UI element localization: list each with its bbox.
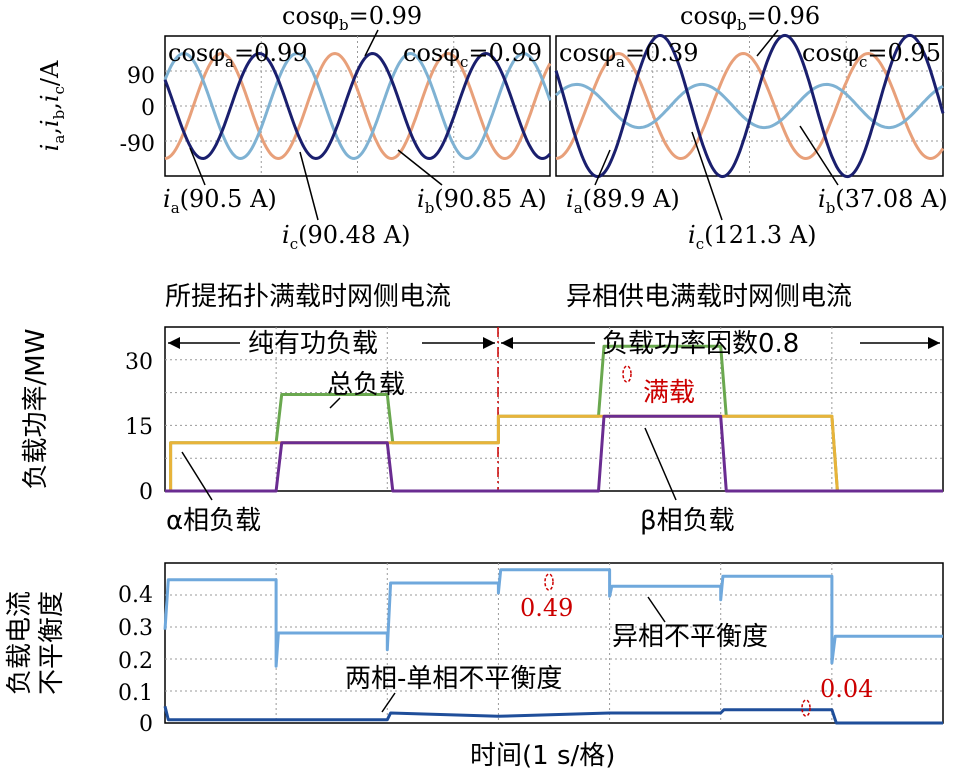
panel-current-heterophase: cosφb=0.96 cosφa=0.39 cosφc=0.95 ia(89.9… — [554, 2, 948, 312]
label-004: 0.04 — [820, 675, 873, 703]
upper-unbalance-pointer — [647, 596, 666, 623]
beta-load-label: β相负载 — [640, 506, 735, 536]
label-049: 0.49 — [520, 594, 573, 622]
panel-current-topology: ia,ib,ic/A 90 0 -90 cosφb=0.99 cosφa=0.9… — [36, 2, 552, 312]
grid-top-left — [165, 36, 550, 176]
series-middle — [165, 344, 943, 493]
ytick-mid-15: 15 — [125, 415, 153, 440]
svg-text:负载电流: 负载电流 — [5, 591, 35, 695]
svg-text:ia,ib,ic/A: ia,ib,ic/A — [36, 60, 68, 151]
cos-b-label-right: cosφb=0.96 — [680, 2, 820, 34]
region-right-label: 负载功率因数0.8 — [602, 329, 799, 359]
series-ia — [555, 51, 945, 161]
cos-b-label-left: cosφb=0.99 — [282, 2, 422, 34]
series-beta_load — [165, 414, 943, 493]
series-top-right — [554, 33, 945, 179]
ylabel-middle: 负载功率/MW — [21, 329, 51, 490]
panel-load-power: 负载功率/MW 30 15 0 纯有功负载 负载功率因数0.8 总负载 满载 α… — [21, 326, 944, 536]
ytick-top-90: 90 — [127, 64, 155, 89]
ia-label-left: ia(90.5 A) — [163, 185, 277, 217]
xlabel-bottom: 时间(1 s/格) — [470, 741, 615, 771]
ytick-bot-02: 0.2 — [118, 649, 153, 674]
ytick-top-0: 0 — [141, 96, 155, 121]
ytick-bot-0: 0 — [139, 712, 153, 737]
series-ib — [163, 51, 552, 161]
region-arrow-left — [168, 337, 495, 349]
cos-a-label-left: cosφa=0.99 — [168, 39, 308, 71]
ia-label-right: ia(89.9 A) — [566, 185, 680, 217]
grid-top-right — [556, 36, 943, 176]
marker-049 — [544, 573, 554, 591]
series-ic — [163, 51, 552, 161]
series-bottom — [163, 568, 943, 725]
ib-label-left: ib(90.85 A) — [417, 185, 547, 217]
ytick-bot-03: 0.3 — [118, 616, 153, 641]
ylabel-top: ia,ib,ic/A — [36, 60, 68, 151]
ic-pointer-left — [299, 151, 319, 221]
cos-c-label-left: cosφc=0.99 — [403, 39, 542, 71]
full-load-marker — [622, 365, 632, 383]
beta-load-pointer — [644, 427, 677, 501]
series-heterophase_unbalance — [163, 568, 943, 668]
ylabel-bottom-2: 不平衡度 — [37, 591, 67, 695]
full-load-label: 满载 — [643, 378, 695, 408]
marker-004 — [801, 699, 811, 717]
ytick-bot-01: 0.1 — [118, 681, 153, 706]
cos-c-label-right: cosφc=0.95 — [802, 39, 941, 71]
series-two_single_phase_unbalance — [163, 705, 943, 725]
caption-left: 所提拓扑满载时网侧电流 — [165, 282, 451, 312]
ib-pointer-right — [799, 125, 839, 186]
lower-unbalance-pointer — [381, 692, 396, 713]
plot-frame-bottom — [164, 562, 944, 724]
total-load-label: 总负载 — [327, 370, 405, 400]
ytick-mid-30: 30 — [125, 350, 153, 375]
cos-b-pointer-left — [364, 29, 379, 57]
alpha-load-pointer — [181, 451, 213, 501]
region-left-label: 纯有功负载 — [248, 329, 378, 359]
ib-label-right: ib(37.08 A) — [818, 185, 948, 217]
ia-pointer-right — [594, 149, 611, 186]
ib-pointer-left — [397, 149, 443, 186]
svg-text:不平衡度: 不平衡度 — [37, 591, 67, 695]
series-top-left — [163, 51, 552, 161]
ytick-mid-0: 0 — [139, 480, 153, 505]
total-load-pointer — [329, 397, 341, 409]
caption-right: 异相供电满载时网侧电流 — [566, 282, 852, 312]
cos-a-label-right: cosφa=0.39 — [559, 39, 699, 71]
ia-pointer-left — [189, 147, 206, 186]
lower-unbalance-label: 两相-单相不平衡度 — [345, 664, 562, 694]
ytick-top-neg90: -90 — [120, 132, 155, 157]
ylabel-bottom: 负载电流 — [5, 591, 35, 695]
panel-current-unbalance: 负载电流 不平衡度 0.4 0.3 0.2 0.1 0 0.49 异相不平衡度 … — [5, 562, 944, 771]
series-alpha_load — [165, 414, 943, 493]
ic-label-left: ic(90.48 A) — [282, 221, 411, 253]
svg-text:负载功率/MW: 负载功率/MW — [21, 329, 51, 490]
cos-b-pointer-right — [756, 29, 779, 57]
alpha-load-label: α相负载 — [166, 506, 261, 536]
plot-frame-middle — [164, 326, 944, 492]
ic-pointer-right — [691, 131, 723, 221]
ic-label-right: ic(121.3 A) — [688, 221, 817, 253]
region-arrow-right — [501, 337, 940, 349]
ytick-bot-04: 0.4 — [118, 583, 153, 608]
series-ic — [554, 33, 945, 179]
upper-unbalance-label: 异相不平衡度 — [612, 622, 768, 652]
